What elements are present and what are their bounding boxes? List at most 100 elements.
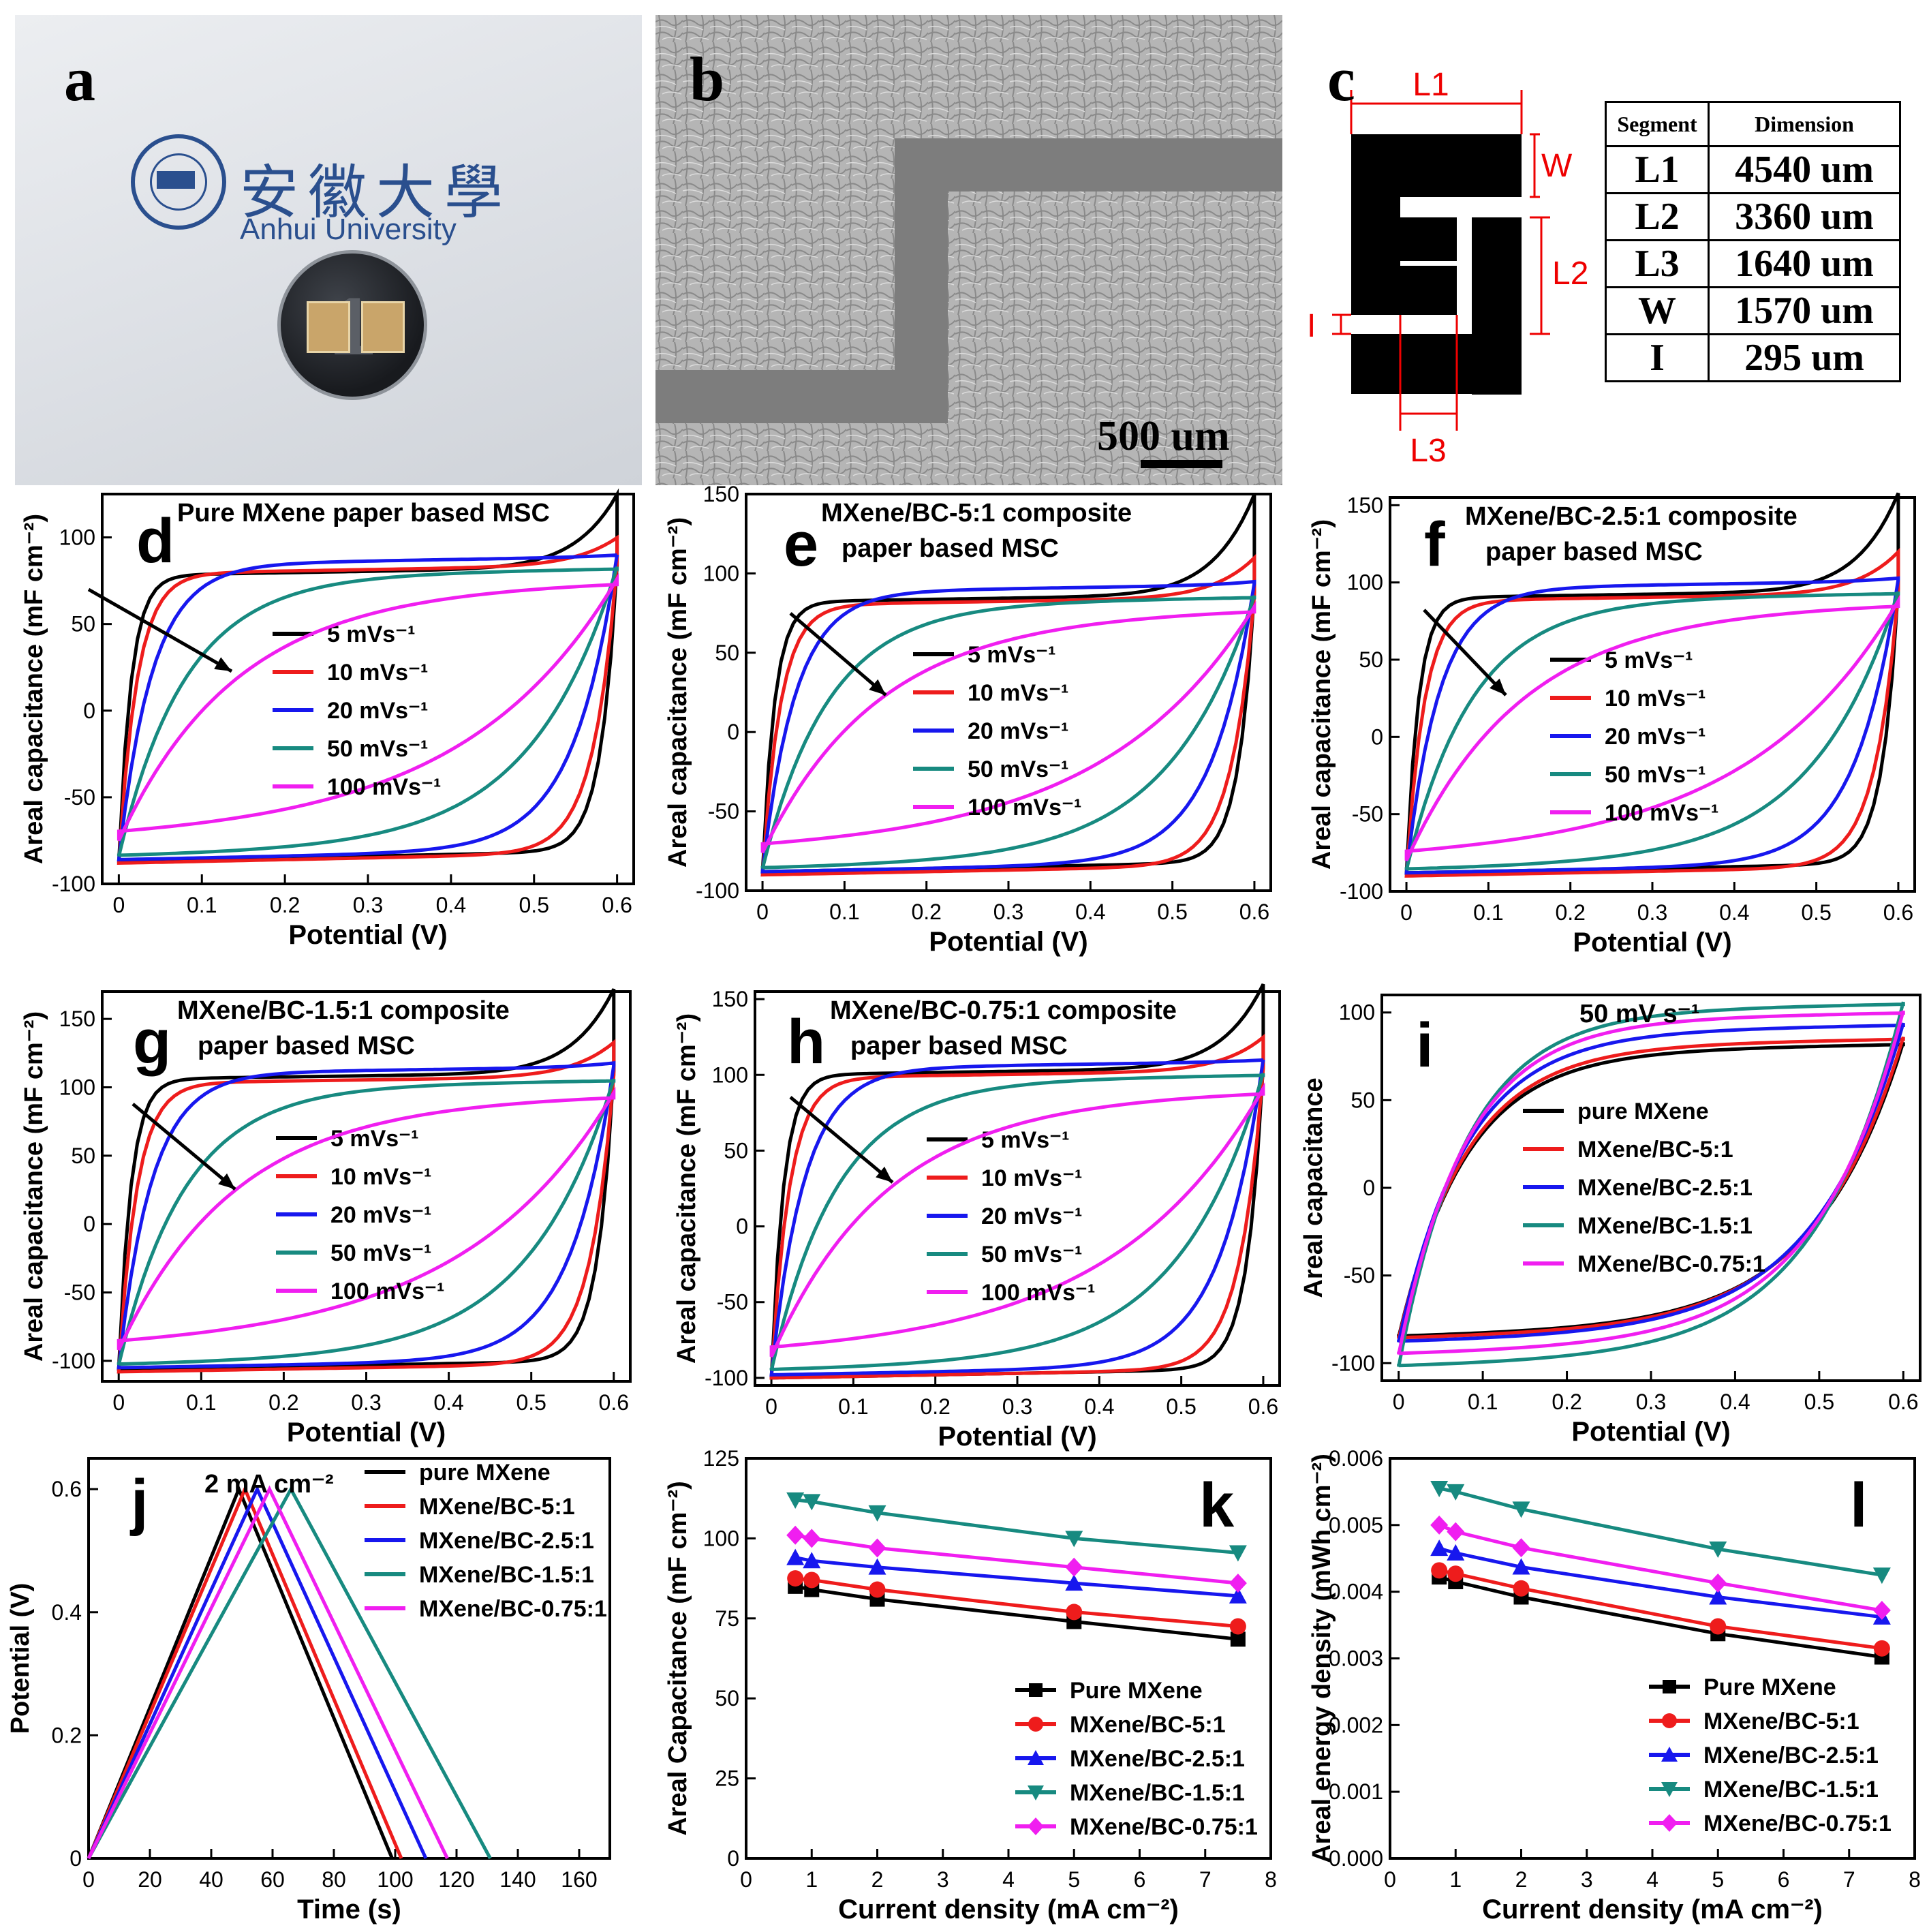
y-axis-label: Areal capacitance (mF cm⁻²) xyxy=(20,514,48,864)
university-seal-icon xyxy=(131,134,226,230)
series-line xyxy=(769,1073,1265,1371)
panel-label: c xyxy=(1327,44,1355,114)
panel-label: k xyxy=(1199,1471,1235,1540)
data-point xyxy=(868,1505,886,1522)
x-tick-label: 0.3 xyxy=(1636,1390,1666,1414)
x-tick-label: 2 xyxy=(1515,1867,1528,1892)
x-axis-label: Potential (V) xyxy=(938,1422,1096,1452)
x-tick-label: 0.5 xyxy=(1166,1394,1196,1419)
series-line xyxy=(117,1078,616,1366)
x-tick-label: 0 xyxy=(740,1867,752,1892)
data-point xyxy=(1430,1539,1449,1557)
panel-label: d xyxy=(136,506,174,576)
label-L2: L2 xyxy=(1552,256,1588,292)
electrode-schematic: L1 W L2 I L3 xyxy=(1307,67,1588,469)
y-tick-label: 100 xyxy=(59,525,95,550)
legend-label: 50 mVs⁻¹ xyxy=(327,736,428,762)
chart-f: 0 0.1 0.2 0.3 0.4 0.5 0.6 -100 -50 0 50 100 150 Poten… xyxy=(1308,492,1916,957)
table-row: L2 3360 um xyxy=(1605,192,1901,241)
y-tick-label: 100 xyxy=(703,1526,739,1550)
x-tick-label: 0.6 xyxy=(602,893,632,917)
y-axis-label: Areal Capacitance (mF cm⁻²) xyxy=(664,1481,692,1836)
table-cell: 1570 um xyxy=(1708,286,1901,335)
x-tick-label: 0.5 xyxy=(1801,900,1831,925)
x-tick-label: 0.3 xyxy=(353,893,383,917)
series-line xyxy=(1404,576,1900,875)
data-point xyxy=(786,1548,805,1565)
y-tick-label: 0.005 xyxy=(1329,1513,1383,1537)
university-name-cn: 安徽大學 xyxy=(240,159,512,227)
data-point xyxy=(1872,1601,1891,1621)
legend-marker xyxy=(1028,1818,1044,1835)
data-point xyxy=(1447,1544,1465,1561)
series-line xyxy=(794,1584,1239,1641)
data-point xyxy=(1447,1565,1464,1582)
legend-label: 100 mVs⁻¹ xyxy=(330,1278,444,1304)
y-tick-label: -50 xyxy=(1352,802,1383,827)
legend-marker xyxy=(1029,1683,1043,1697)
label-I: I xyxy=(1307,308,1316,344)
x-tick-label: 140 xyxy=(499,1867,536,1892)
x-tick-label: 0 xyxy=(765,1394,777,1419)
x-tick-label: 7 xyxy=(1843,1867,1855,1892)
sem-texture xyxy=(655,15,1282,485)
y-tick-label: 100 xyxy=(1339,1000,1375,1025)
data-point xyxy=(1709,1573,1727,1593)
x-tick-label: 7 xyxy=(1199,1867,1212,1892)
y-tick-label: 0.006 xyxy=(1329,1446,1383,1471)
chart-title: MXene/BC-5:1 composite xyxy=(821,499,1132,527)
x-tick-label: 0.3 xyxy=(993,900,1023,924)
series-line xyxy=(1397,1010,1905,1355)
data-point xyxy=(1229,1574,1247,1593)
series-line xyxy=(1404,594,1900,861)
x-tick-label: 4 xyxy=(1002,1867,1015,1892)
y-tick-label: 150 xyxy=(703,482,739,506)
y-tick-label: -50 xyxy=(1344,1263,1375,1288)
legend-marker xyxy=(1663,1680,1676,1693)
series-line xyxy=(1438,1546,1883,1619)
data-point xyxy=(1512,1538,1530,1558)
x-tick-label: 0.5 xyxy=(519,893,549,917)
y-tick-label: 0.001 xyxy=(1329,1779,1383,1804)
legend-label: MXene/BC-5:1 xyxy=(419,1494,575,1520)
y-tick-label: 0.002 xyxy=(1329,1713,1383,1737)
x-axis-label: Potential (V) xyxy=(287,1417,446,1447)
legend-label: 10 mVs⁻¹ xyxy=(327,660,428,686)
y-tick-label: 50 xyxy=(715,641,739,665)
chart-i: 0 0.1 0.2 0.3 0.4 0.5 0.6 -100 -50 0 50 100 Potentia… xyxy=(1299,994,1922,1447)
chart-title: 50 mV s⁻¹ xyxy=(1579,1000,1699,1028)
data-point xyxy=(1065,1557,1083,1577)
y-axis-label: Areal capacitance xyxy=(1299,1077,1328,1298)
series-line xyxy=(1397,1022,1905,1343)
legend-marker xyxy=(1028,1785,1044,1800)
panel-b-sem-image: b xyxy=(655,15,1282,485)
y-tick-label: 150 xyxy=(712,987,748,1011)
series-line xyxy=(87,1485,449,1860)
x-tick-label: 6 xyxy=(1134,1867,1146,1892)
series-line xyxy=(769,1082,1265,1358)
y-tick-label: 100 xyxy=(712,1062,748,1087)
table-row: L1 4540 um xyxy=(1605,145,1901,194)
chart-subtitle: paper based MSC xyxy=(850,1032,1068,1060)
legend-label: MXene/BC-2.5:1 xyxy=(419,1528,594,1554)
data-point xyxy=(803,1494,821,1511)
legend-marker xyxy=(1661,1782,1678,1797)
legend-label: Pure MXene xyxy=(1070,1678,1203,1704)
label-L1: L1 xyxy=(1413,67,1449,103)
data-point xyxy=(1512,1501,1530,1518)
arrow-head xyxy=(876,1166,893,1182)
scan-rate-arrow xyxy=(789,612,887,696)
y-tick-label: 0 xyxy=(1371,724,1383,749)
scale-bar xyxy=(1141,460,1222,468)
legend-label: 10 mVs⁻¹ xyxy=(330,1164,431,1190)
y-tick-label: 0 xyxy=(83,699,95,723)
data-point xyxy=(1447,1484,1465,1501)
chart-subtitle: paper based MSC xyxy=(842,534,1059,563)
x-axis-label: Potential (V) xyxy=(288,920,447,950)
series-line xyxy=(769,1058,1265,1377)
legend-label: MXene/BC-5:1 xyxy=(1577,1137,1733,1163)
legend-label: 20 mVs⁻¹ xyxy=(1605,724,1706,750)
x-tick-label: 0.6 xyxy=(1883,900,1913,925)
table-cell: L1 xyxy=(1605,145,1710,194)
legend-label: MXene/BC-1.5:1 xyxy=(1703,1777,1879,1803)
